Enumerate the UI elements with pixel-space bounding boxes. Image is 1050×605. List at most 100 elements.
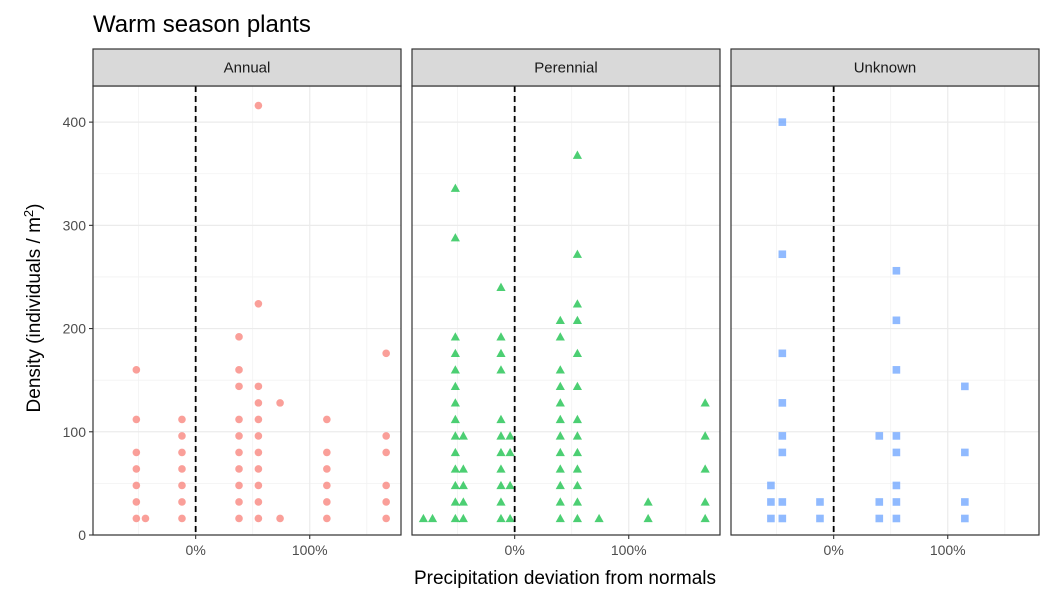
data-point	[382, 448, 390, 457]
data-point	[254, 101, 263, 110]
data-point	[235, 333, 243, 341]
x-tick-label: 100%	[930, 542, 966, 558]
data-point	[816, 514, 824, 523]
data-point	[892, 266, 901, 275]
data-point	[235, 481, 243, 490]
data-point	[178, 465, 186, 473]
y-axis: 0 100 200 300 400	[63, 114, 93, 543]
data-point	[496, 431, 506, 440]
data-point	[572, 249, 583, 258]
data-point	[555, 315, 565, 324]
data-points	[767, 118, 969, 523]
data-point	[496, 365, 506, 374]
data-point	[178, 448, 186, 457]
data-point	[778, 448, 787, 457]
data-point	[572, 447, 583, 457]
x-axis-title: Precipitation deviation from normals	[414, 568, 716, 589]
data-point	[141, 514, 150, 523]
data-point	[276, 514, 284, 523]
chart-title: Warm season plants	[93, 11, 311, 38]
data-point	[767, 481, 775, 490]
panel-annual: Annual 0% 100%	[92, 48, 402, 558]
data-point	[555, 447, 565, 457]
data-point	[555, 332, 565, 341]
data-point	[700, 398, 710, 407]
data-point	[382, 432, 390, 440]
data-point	[572, 414, 583, 424]
data-point	[892, 498, 901, 506]
data-point	[323, 465, 331, 473]
y-tick-label: 300	[63, 217, 87, 233]
y-axis-title-end: )	[24, 204, 45, 210]
data-point	[427, 513, 438, 523]
data-point	[643, 513, 653, 523]
x-tick-label: 0%	[824, 542, 844, 558]
data-point	[178, 481, 186, 490]
facet-label: Unknown	[854, 60, 917, 77]
data-point	[961, 498, 969, 506]
data-point	[816, 498, 824, 506]
data-point	[700, 513, 710, 523]
data-point	[555, 431, 565, 440]
data-point	[572, 513, 583, 523]
data-point	[496, 447, 506, 457]
data-point	[235, 432, 243, 440]
data-point	[450, 480, 460, 490]
data-point	[875, 498, 884, 506]
data-point	[254, 432, 263, 440]
y-tick-label: 200	[63, 321, 87, 337]
data-point	[555, 398, 565, 407]
data-point	[254, 514, 263, 523]
data-point	[450, 431, 460, 440]
facet-strip	[730, 48, 1040, 87]
data-point	[132, 415, 141, 424]
data-point	[323, 498, 331, 506]
data-point	[450, 398, 460, 407]
data-point	[875, 514, 884, 523]
data-point	[178, 514, 186, 523]
y-tick-label: 400	[63, 114, 87, 130]
data-point	[555, 414, 565, 424]
data-point	[450, 233, 460, 242]
data-point	[778, 349, 787, 358]
data-point	[323, 481, 331, 490]
facet-strip	[411, 48, 721, 87]
data-point	[572, 150, 583, 159]
data-point	[323, 415, 331, 424]
data-point	[961, 448, 969, 457]
panel-background	[412, 86, 720, 535]
data-point	[594, 513, 604, 523]
data-point	[132, 465, 141, 473]
data-point	[458, 464, 468, 473]
data-point	[254, 382, 263, 391]
data-point	[892, 366, 901, 374]
data-point	[778, 514, 787, 523]
data-point	[276, 399, 284, 407]
data-point	[235, 514, 243, 523]
data-point	[132, 498, 141, 506]
data-point	[572, 381, 583, 391]
data-point	[235, 498, 243, 506]
data-point	[496, 282, 506, 291]
y-tick-label: 100	[63, 424, 87, 440]
data-point	[254, 299, 263, 308]
data-points	[132, 101, 390, 523]
data-point	[496, 513, 506, 523]
data-point	[382, 514, 390, 523]
data-point	[450, 464, 460, 473]
data-point	[254, 399, 263, 407]
data-point	[450, 348, 460, 358]
data-point	[496, 348, 506, 358]
data-point	[132, 481, 141, 490]
data-point	[254, 481, 263, 490]
data-point	[382, 498, 390, 506]
data-point	[254, 415, 263, 424]
data-point	[572, 431, 583, 440]
data-point	[450, 381, 460, 391]
data-points	[418, 150, 710, 523]
facet-label: Annual	[224, 60, 271, 77]
data-point	[555, 497, 565, 506]
data-point	[254, 465, 263, 473]
data-point	[235, 366, 243, 374]
